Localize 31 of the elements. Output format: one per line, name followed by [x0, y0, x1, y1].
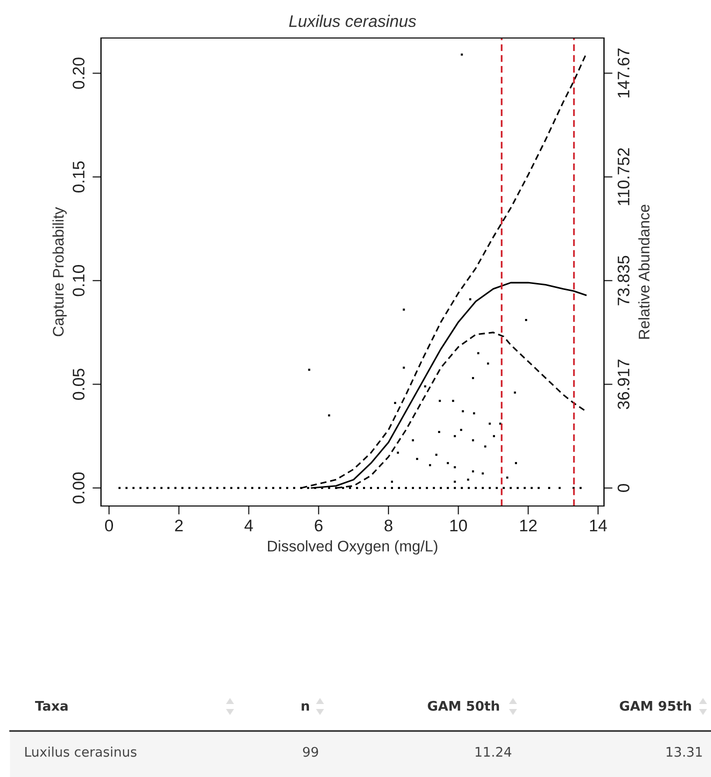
- y-tick-label: 0.05: [72, 368, 85, 400]
- y2-tick-label: 110.752: [618, 148, 630, 206]
- text: Taxa: [35, 701, 68, 711]
- y2-tick-label: 147.67: [618, 48, 630, 98]
- y-tick-label: 0.10: [72, 265, 85, 296]
- y-tick-label: 0.15: [72, 161, 85, 192]
- x-tick-label: 8: [384, 520, 392, 532]
- y2-axis-title: Relative Abundance: [638, 204, 650, 339]
- x-tick-label: 14: [590, 520, 607, 532]
- text: 99: [303, 746, 318, 757]
- x-tick-label: 4: [244, 520, 253, 532]
- line-series: [300, 54, 587, 489]
- x-tick-label: 2: [175, 520, 183, 532]
- y2-tick-label: 0: [618, 484, 630, 492]
- x-tick-label: 0: [105, 520, 114, 532]
- text: n: [302, 703, 309, 711]
- y-axis-title: Capture Probability: [52, 207, 67, 336]
- y-tick-label: 0.00: [72, 472, 85, 504]
- y2-tick-label: 73.835: [618, 256, 630, 306]
- text: Luxilus cerasinus: [25, 746, 136, 757]
- chart-title: Luxilus cerasinus: [289, 14, 416, 28]
- text: 13.31: [666, 746, 702, 757]
- x-axis-title: Dissolved Oxygen (mg/L): [268, 540, 438, 555]
- text: GAM 50th: [428, 700, 499, 711]
- x-tick-label: 10: [450, 520, 467, 532]
- text: 11.24: [476, 746, 512, 757]
- x-tick-label: 6: [314, 520, 323, 532]
- x-tick-label: 12: [520, 520, 537, 532]
- text: GAM 95th: [620, 700, 691, 711]
- y2-tick-label: 36.917: [618, 360, 630, 410]
- y-tick-label: 0.20: [72, 58, 85, 89]
